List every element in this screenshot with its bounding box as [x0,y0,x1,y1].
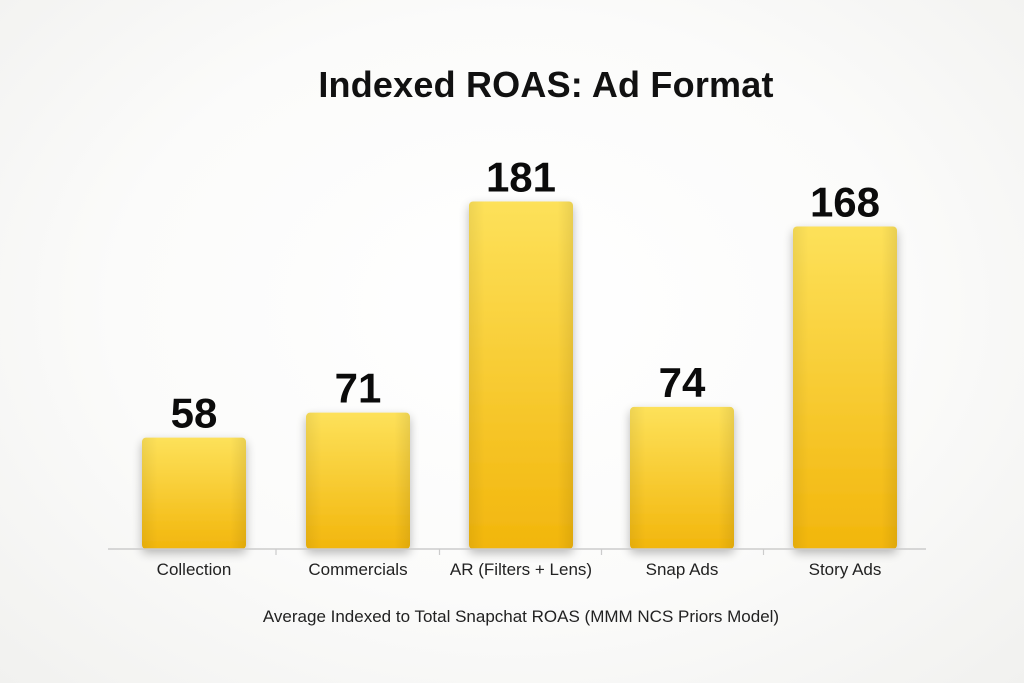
data-label-ar-filters-lens: 181 [486,153,556,200]
bars-group [142,201,897,550]
bar-shading-snap-ads [630,406,734,549]
data-label-commercials: 71 [335,365,382,412]
x-axis-title: Average Indexed to Total Snapchat ROAS (… [262,607,780,626]
bar-shading-collection [142,437,246,549]
x-tick-label-commercials: Commercials [308,560,407,579]
bar-shading-story-ads [793,226,897,549]
bar-shading-commercials [306,412,410,549]
x-tick-label-collection: Collection [157,560,232,579]
labels-group: 58 Collection 71 Commercials 181 AR (Filters … [157,153,882,579]
data-label-snap-ads: 74 [659,359,706,406]
x-tick-label-ar-filters-lens: AR (Filters + Lens) [450,560,592,579]
x-tick-label-snap-ads: Snap Ads [646,560,719,579]
bar-shading-ar-filters-lens [469,201,573,550]
chart-title: Indexed ROAS: Ad Format [318,64,774,105]
x-tick-label-story-ads: Story Ads [809,560,882,579]
data-label-story-ads: 168 [810,178,880,225]
data-label-collection: 58 [171,390,218,437]
